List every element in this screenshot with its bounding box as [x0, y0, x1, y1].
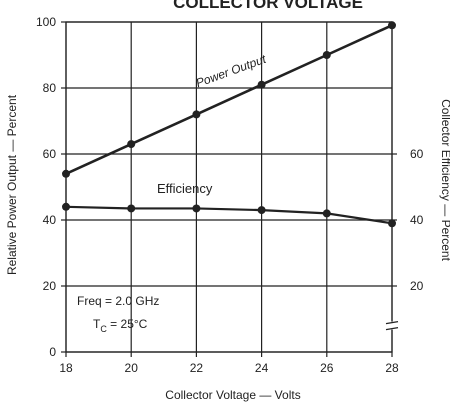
y-right-tick-label: 40 — [410, 213, 424, 227]
annotation-temperature-subscript: C — [100, 324, 107, 334]
power-output-point — [322, 51, 331, 59]
power-output-point — [257, 80, 266, 89]
x-axis-label: Collector Voltage — Volts — [165, 388, 300, 402]
y-left-tick-label: 20 — [43, 279, 57, 293]
y-right-tick-label: 20 — [410, 279, 424, 293]
efficiency-point — [388, 219, 396, 228]
y-left-tick-label: 80 — [43, 81, 57, 95]
labels-layer: 18 20 22 24 26 28 0 20 40 60 80 100 20 40 60 — [36, 15, 424, 375]
x-tick-label: 24 — [255, 361, 269, 375]
series-label-efficiency: Efficiency — [157, 181, 213, 196]
efficiency-point — [62, 202, 70, 211]
y-left-tick-label: 40 — [43, 213, 57, 227]
chart-title: COLLECTOR VOLTAGE — [173, 0, 363, 12]
axis-break-mark-bottom — [385, 327, 399, 331]
x-tick-label: 18 — [59, 361, 73, 375]
annotation-temperature: TC = 25°C — [93, 317, 148, 334]
power-output-line — [65, 24, 393, 175]
y-left-tick-label: 0 — [49, 345, 56, 359]
power-output-point — [127, 140, 136, 149]
y-left-tick-label: 60 — [43, 147, 57, 161]
x-tick-label: 28 — [385, 361, 399, 375]
y-left-tick-label: 100 — [36, 15, 56, 29]
x-tick-label: 22 — [190, 361, 204, 375]
efficiency-point — [257, 206, 266, 215]
power-output-point — [388, 21, 396, 30]
annotation-temperature-value: = 25°C — [107, 317, 148, 331]
axes-layer — [61, 21, 399, 357]
power-output-point — [192, 110, 201, 119]
series-label-power-output: Power Output — [194, 52, 268, 90]
efficiency-point — [192, 204, 201, 213]
efficiency-line — [65, 205, 393, 225]
x-tick-label: 26 — [320, 361, 334, 375]
efficiency-point — [322, 209, 331, 218]
series-layer — [62, 21, 396, 228]
annotation-frequency: Freq = 2.0 GHz — [77, 294, 159, 308]
axis-break-mark-top — [385, 321, 399, 325]
y-right-tick-label: 60 — [410, 147, 424, 161]
annotation-temperature-t: T — [93, 317, 101, 331]
x-tick-label: 20 — [125, 361, 139, 375]
plot-frame — [65, 21, 393, 353]
axis-break-gap — [386, 321, 398, 330]
y-axis-label-left: Relative Power Output — Percent — [5, 94, 19, 275]
efficiency-point — [127, 204, 136, 213]
y-axis-label-right: Collector Efficiency — Percent — [439, 99, 450, 262]
power-output-point — [62, 169, 70, 178]
